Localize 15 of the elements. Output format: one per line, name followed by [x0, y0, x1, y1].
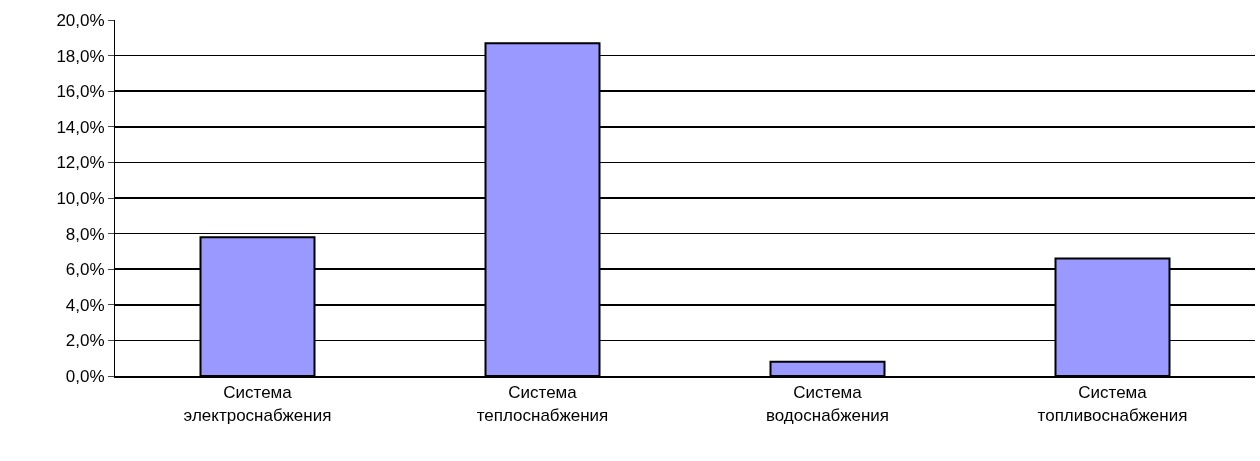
x-tick-label: Система теплоснабжения — [476, 383, 609, 425]
y-tick-label: 8,0% — [65, 224, 105, 244]
y-tick-label: 18,0% — [56, 46, 105, 66]
y-tick-label: 0,0% — [65, 366, 105, 386]
x-tick-label: Система электроснабжения — [183, 383, 332, 425]
x-tick-label: Система топливоснабжения — [1037, 383, 1188, 425]
y-tick-label: 16,0% — [56, 82, 105, 102]
x-tick-label: Система водоснабжения — [765, 383, 890, 425]
y-tick-label: 2,0% — [65, 331, 105, 351]
y-tick-label: 14,0% — [56, 117, 105, 137]
y-tick-label: 4,0% — [65, 295, 105, 315]
y-tick-label: 20,0% — [56, 10, 105, 30]
y-tick-label: 12,0% — [56, 153, 105, 173]
y-tick-label: 10,0% — [56, 188, 105, 208]
y-tick-label: 6,0% — [65, 260, 105, 280]
